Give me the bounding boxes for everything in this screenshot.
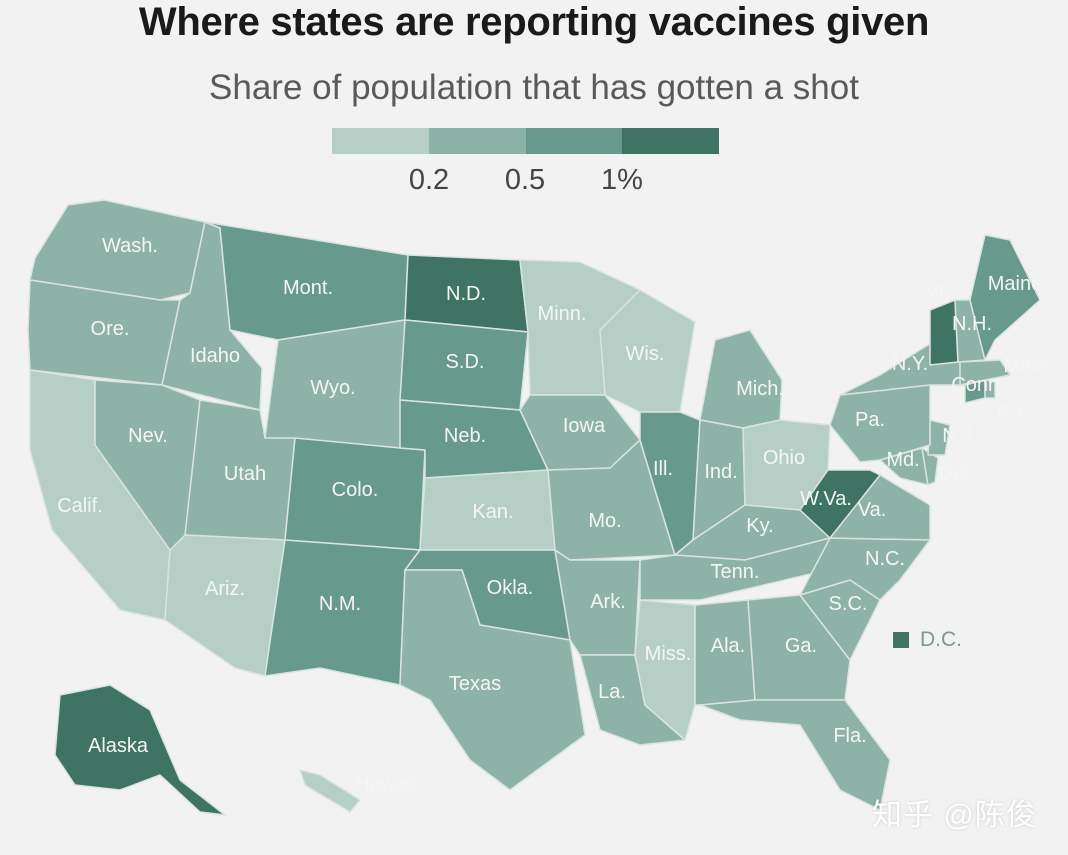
state-label-neb: Neb. xyxy=(444,425,486,447)
state-label-texas: Texas xyxy=(449,673,501,695)
state-label-conn: Conn. xyxy=(951,374,1004,396)
state-label-miss: Miss. xyxy=(645,643,692,665)
state-label-kan: Kan. xyxy=(472,501,513,523)
state-label-s-c: S.C. xyxy=(829,593,868,615)
state-label-vt: Vt. xyxy=(926,281,950,303)
state-label-nev: Nev. xyxy=(128,425,168,447)
state-label-mont: Mont. xyxy=(283,277,333,299)
state-label-va: Va. xyxy=(858,499,887,521)
state-label-minn: Minn. xyxy=(538,303,587,325)
state-label-ill: Ill. xyxy=(653,458,673,480)
state-label-ind: Ind. xyxy=(704,461,737,483)
state-label-ga: Ga. xyxy=(785,635,817,657)
state-w-va xyxy=(799,469,881,539)
state-label-n-c: N.C. xyxy=(865,548,905,570)
state-fla xyxy=(699,699,891,811)
state-label-calif: Calif. xyxy=(57,495,103,517)
state-alaska xyxy=(54,684,226,816)
chart-subtitle: Share of population that has gotten a sh… xyxy=(209,68,859,107)
chart-title: Where states are reporting vaccines give… xyxy=(138,0,930,44)
state-label-w-va: W.Va. xyxy=(800,488,852,510)
state-colo xyxy=(284,437,426,551)
watermark: 知乎 @陈俊 xyxy=(872,799,1037,832)
state-label-ala: Ala. xyxy=(711,635,745,657)
dc-label: D.C. xyxy=(920,628,962,651)
state-label-ariz: Ariz. xyxy=(205,578,245,600)
state-label-wis: Wis. xyxy=(626,343,665,365)
state-label-del: Del. xyxy=(938,463,974,485)
state-label-hawaii: Hawaii xyxy=(355,773,415,795)
state-label-mich: Mich. xyxy=(736,378,784,400)
state-label-ark: Ark. xyxy=(590,591,626,613)
state-label-pa: Pa. xyxy=(855,409,885,431)
state-r-i xyxy=(984,379,996,399)
state-label-ore: Ore. xyxy=(91,318,130,340)
state-label-okla: Okla. xyxy=(487,577,534,599)
state-label-n-d: N.D. xyxy=(446,283,486,305)
state-mass xyxy=(959,359,1011,386)
state-label-r-i: R.I. xyxy=(996,403,1027,425)
state-maine xyxy=(969,234,1041,361)
state-label-iowa: Iowa xyxy=(563,415,606,437)
state-label-s-d: S.D. xyxy=(446,351,485,373)
state-label-maine: Maine xyxy=(988,273,1042,295)
state-ariz xyxy=(164,534,286,677)
state-label-wyo: Wyo. xyxy=(310,377,355,399)
dc-marker xyxy=(893,632,909,648)
state-hawaii xyxy=(299,769,361,813)
state-label-alaska: Alaska xyxy=(88,735,149,757)
state-label-md: Md. xyxy=(886,449,919,471)
state-label-idaho: Idaho xyxy=(190,345,240,367)
state-label-tenn: Tenn. xyxy=(711,561,760,583)
state-label-n-m: N.M. xyxy=(319,593,361,615)
state-label-n-j: N.J. xyxy=(942,425,978,447)
state-label-fla: Fla. xyxy=(833,725,866,747)
state-label-mo: Mo. xyxy=(588,510,621,532)
state-label-n-y: N.Y. xyxy=(892,353,928,375)
state-label-ohio: Ohio xyxy=(763,447,805,469)
state-label-mass: Mass. xyxy=(1003,355,1056,377)
state-label-n-h: N.H. xyxy=(952,313,992,335)
state-label-wash: Wash. xyxy=(102,235,158,257)
state-label-colo: Colo. xyxy=(332,479,379,501)
state-label-ky: Ky. xyxy=(746,515,773,537)
state-label-la: La. xyxy=(598,681,626,703)
state-label-utah: Utah xyxy=(224,463,266,485)
state-ga xyxy=(747,594,851,701)
state-texas xyxy=(399,569,586,791)
state-wash xyxy=(29,199,206,301)
